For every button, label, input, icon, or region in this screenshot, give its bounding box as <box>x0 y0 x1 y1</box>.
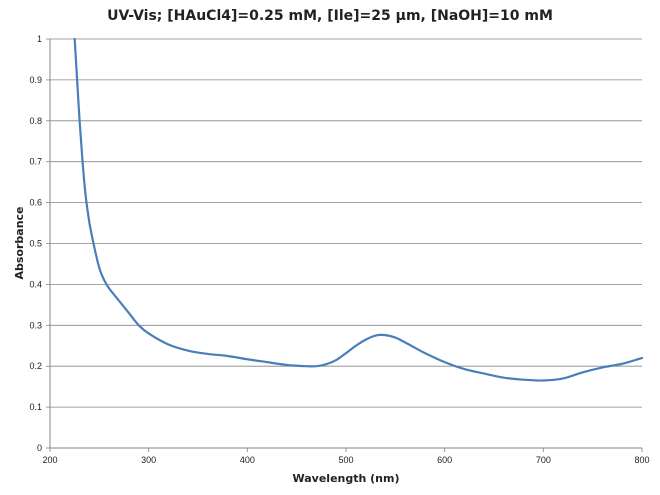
series-layer <box>73 37 644 382</box>
chart-title: UV-Vis; [HAuCl4]=0.25 mM, [Ile]=25 µm, [… <box>107 8 553 24</box>
y-tick-label: 0.9 <box>29 75 42 85</box>
x-tick-label: 400 <box>240 455 255 465</box>
y-tick-label: 0.2 <box>29 361 42 371</box>
y-tick-label: 0.6 <box>29 198 42 208</box>
y-tick-label: 0.3 <box>29 320 42 330</box>
y-axis-title: Absorbance <box>13 206 26 279</box>
y-tick-label: 1 <box>37 34 42 44</box>
y-tick-label: 0.4 <box>29 279 42 289</box>
x-tick-label: 700 <box>536 455 551 465</box>
x-tick-label: 300 <box>141 455 156 465</box>
y-tick-label: 0 <box>37 443 42 453</box>
x-tick-label: 500 <box>338 455 353 465</box>
grid-layer <box>50 38 642 408</box>
y-tick-label: 0.8 <box>29 116 42 126</box>
x-tick-label: 200 <box>42 455 57 465</box>
x-tick-labels: 200 300 400 500 600 700 800 <box>42 455 649 465</box>
x-tick-label: 600 <box>437 455 452 465</box>
y-tick-label: 0.7 <box>29 157 42 167</box>
x-axis-title: Wavelength (nm) <box>293 472 400 485</box>
y-tick-label: 0.5 <box>29 239 42 249</box>
x-tick-label: 800 <box>634 455 649 465</box>
y-tick-labels: 0 0.1 0.2 0.3 0.4 0.5 0.6 0.7 0.8 0.9 1 <box>29 34 42 453</box>
axis-layer <box>46 38 643 452</box>
y-tick-label: 0.1 <box>29 402 42 412</box>
absorbance-series-line <box>73 37 644 382</box>
